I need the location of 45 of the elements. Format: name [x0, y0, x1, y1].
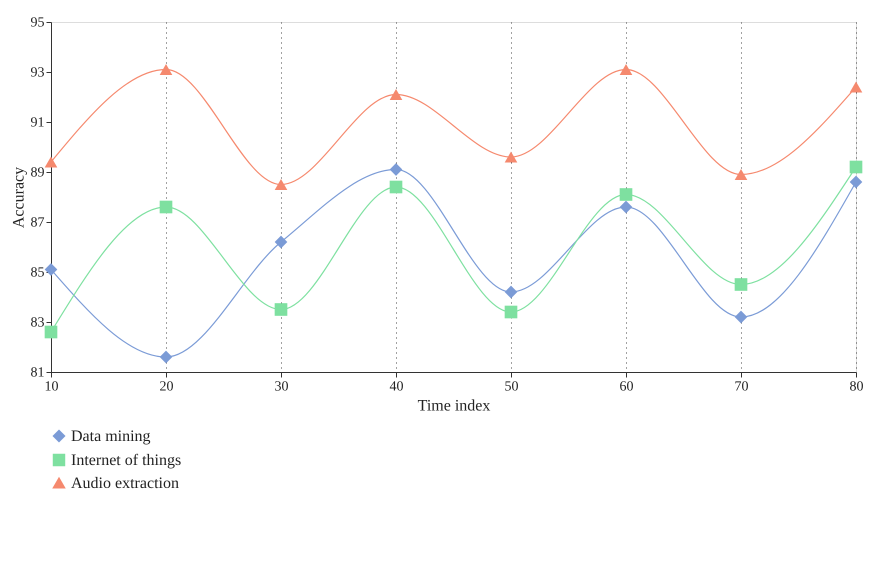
y-axis-title: Accuracy	[10, 166, 28, 228]
point	[274, 303, 288, 316]
point	[390, 89, 402, 100]
point	[274, 236, 288, 248]
x-tick-label: 40	[390, 380, 404, 394]
point	[734, 278, 748, 291]
y-tick-label: 93	[30, 66, 44, 80]
legend-label: Internet of things	[71, 452, 182, 469]
x-tick-label: 10	[44, 380, 58, 394]
x-tick-label: 50	[504, 380, 518, 394]
x-tick-label: 30	[274, 380, 288, 394]
point	[44, 263, 58, 276]
legend-label: Audio extraction	[71, 475, 179, 492]
point	[160, 350, 172, 364]
y-tick-label: 87	[30, 216, 44, 230]
point	[390, 180, 402, 194]
x-tick-label: 20	[160, 380, 174, 394]
y-tick-label: 91	[30, 116, 44, 130]
point	[620, 200, 632, 214]
point	[504, 286, 518, 298]
point	[44, 156, 58, 168]
point	[620, 188, 632, 201]
point	[850, 160, 862, 174]
y-tick-label: 89	[30, 166, 44, 180]
y-tick-label: 83	[30, 316, 44, 330]
point	[390, 163, 402, 176]
y-tick-label: 95	[30, 16, 44, 30]
y-tick-label: 81	[30, 366, 44, 380]
point	[850, 176, 862, 188]
x-tick-label: 70	[734, 380, 748, 394]
point	[160, 200, 172, 214]
point	[44, 326, 58, 338]
point	[850, 82, 862, 92]
x-tick-label: 80	[850, 380, 864, 394]
point	[734, 169, 748, 180]
point	[274, 179, 288, 190]
legend-label: Data mining	[71, 428, 151, 445]
point	[504, 152, 518, 162]
point	[620, 64, 632, 75]
point	[160, 64, 172, 75]
x-tick-label: 60	[620, 380, 634, 394]
x-axis-title: Time index	[418, 398, 490, 414]
point	[504, 306, 518, 318]
point	[734, 310, 748, 324]
y-tick-label: 85	[30, 266, 44, 280]
